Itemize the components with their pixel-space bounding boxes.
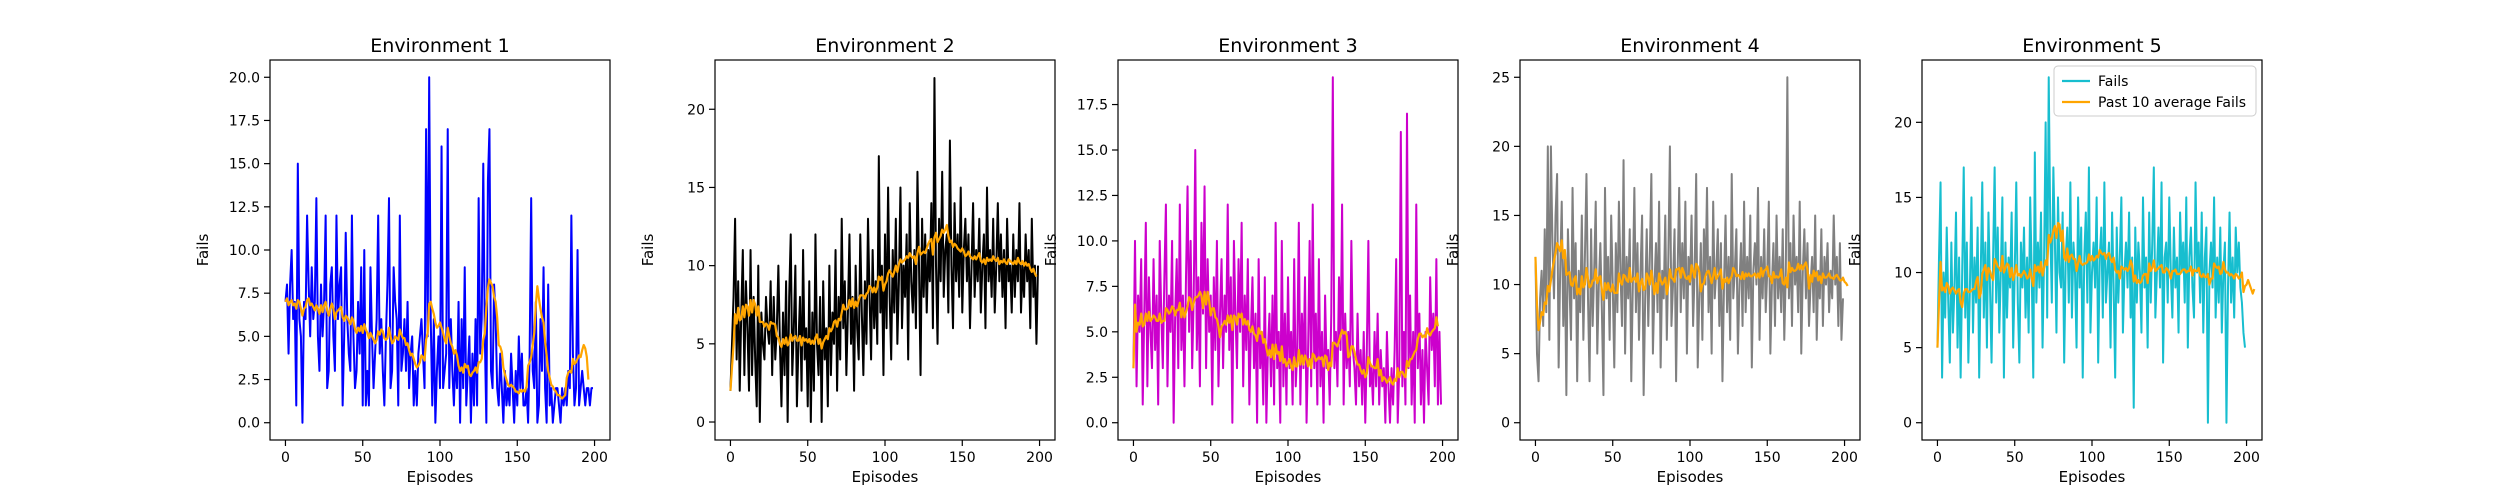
y-tick-label: 5 — [1501, 347, 1510, 363]
x-tick-label: 0 — [1129, 450, 1138, 466]
subplot-environment-1: 0 50 100 150 200 0.0 2.5 5.0 7.5 10.0 12.5 15.0 17.5… — [194, 35, 611, 486]
y-tick-label: 5.0 — [1086, 325, 1108, 341]
x-tick-label: 0 — [281, 450, 290, 466]
x-tick-label: 50 — [1604, 450, 1622, 466]
legend-box — [2053, 65, 2257, 117]
x-tick-label: 50 — [354, 450, 372, 466]
legend-entry-label: Past 10 average Fails — [2098, 95, 2246, 111]
y-axis-label: Fails — [1846, 234, 1864, 267]
y-tick-label: 5 — [696, 337, 705, 353]
x-axis-label: Episodes — [1657, 468, 1724, 486]
x-tick-label: 100 — [2079, 450, 2106, 466]
series-line-average-fails — [1534, 239, 1849, 332]
subplot-environment-2: 0 50 100 150 200 0 5 10 15 20 Environment 2 Episode… — [639, 35, 1056, 486]
series-line-fails — [1534, 76, 1844, 397]
y-tick-label: 20 — [1492, 139, 1510, 155]
x-tick-label: 150 — [1352, 450, 1379, 466]
x-tick-label: 200 — [1026, 450, 1053, 466]
y-tick-label: 15.0 — [229, 157, 260, 173]
y-tick-label: 20.0 — [229, 70, 260, 86]
y-tick-label: 10.0 — [229, 243, 260, 259]
y-axis-label: Fails — [1444, 234, 1462, 267]
y-tick-label: 15 — [1894, 190, 1912, 206]
y-tick-label: 10 — [687, 259, 705, 275]
x-tick-label: 200 — [1831, 450, 1858, 466]
y-tick-label: 0 — [696, 415, 705, 431]
y-tick-label: 20 — [1894, 115, 1912, 131]
series-line-fails — [1936, 76, 2246, 424]
subplot-title: Environment 3 — [1218, 35, 1357, 57]
y-tick-label: 10 — [1492, 278, 1510, 294]
x-tick-label: 0 — [726, 450, 735, 466]
subplot-title: Environment 5 — [2022, 35, 2161, 57]
x-tick-label: 200 — [581, 450, 608, 466]
y-axis-label: Fails — [194, 234, 212, 267]
y-tick-label: 17.5 — [229, 113, 260, 129]
x-tick-label: 100 — [1275, 450, 1302, 466]
series-line-fails — [284, 76, 593, 424]
subplot-title: Environment 1 — [370, 35, 509, 57]
y-tick-label: 17.5 — [1077, 98, 1108, 114]
y-tick-label: 0 — [1501, 416, 1510, 432]
x-tick-label: 50 — [2006, 450, 2024, 466]
y-tick-label: 12.5 — [1077, 188, 1108, 204]
x-tick-label: 150 — [504, 450, 531, 466]
y-tick-label: 0 — [1903, 416, 1912, 432]
subplot-environment-4: 0 50 100 150 200 0 5 10 15 20 25 Environment 4 Episo… — [1444, 35, 1861, 486]
y-tick-label: 10.0 — [1077, 234, 1108, 250]
legend: Fails Past 10 average Fails — [2053, 65, 2257, 117]
x-tick-label: 150 — [2156, 450, 2183, 466]
subplot-title: Environment 2 — [815, 35, 954, 57]
x-tick-label: 0 — [1933, 450, 1942, 466]
y-tick-label: 0.0 — [1086, 416, 1108, 432]
legend-entry-label: Fails — [2098, 74, 2128, 90]
y-tick-label: 15 — [1492, 208, 1510, 224]
y-tick-label: 12.5 — [229, 200, 260, 216]
y-tick-label: 0.0 — [238, 416, 260, 432]
y-axis-label: Fails — [639, 234, 657, 267]
x-tick-label: 100 — [872, 450, 899, 466]
x-tick-label: 150 — [949, 450, 976, 466]
y-tick-label: 7.5 — [1086, 279, 1108, 295]
series-line-fails — [1132, 76, 1442, 424]
x-tick-label: 50 — [1202, 450, 1220, 466]
x-tick-label: 200 — [2233, 450, 2260, 466]
y-axis-label: Fails — [1042, 234, 1060, 267]
x-tick-label: 100 — [1677, 450, 1704, 466]
series-line-average-fails — [729, 223, 1038, 391]
y-tick-label: 20 — [687, 102, 705, 118]
x-tick-label: 100 — [427, 450, 454, 466]
y-tick-label: 2.5 — [1086, 370, 1108, 386]
y-tick-label: 5.0 — [238, 329, 260, 345]
x-axis-label: Episodes — [2059, 468, 2126, 486]
series-line-average-fails — [1132, 290, 1439, 386]
subplot-grid: 0 50 100 150 2000.02.55.07.510.012.515.017.5… — [194, 35, 2263, 486]
subplot-environment-3: 0 50 100 150 200 0.0 2.5 5.0 7.5 10.0 12.5 15.0 17.5… — [1042, 35, 1459, 486]
x-axis-label: Episodes — [852, 468, 919, 486]
x-axis-label: Episodes — [407, 468, 474, 486]
series-line-average-fails — [1936, 221, 2256, 348]
x-axis-label: Episodes — [1255, 468, 1322, 486]
x-tick-label: 200 — [1429, 450, 1456, 466]
y-tick-label: 7.5 — [238, 286, 260, 302]
y-tick-label: 5 — [1903, 341, 1912, 357]
y-tick-label: 2.5 — [238, 373, 260, 389]
x-tick-label: 0 — [1531, 450, 1540, 466]
y-tick-label: 25 — [1492, 70, 1510, 86]
y-tick-label: 15 — [687, 180, 705, 196]
y-tick-label: 10 — [1894, 266, 1912, 282]
series-line-average-fails — [284, 278, 590, 400]
subplot-title: Environment 4 — [1620, 35, 1759, 57]
series-line-fails — [729, 76, 1039, 424]
subplot-environment-5: 0 50 100 150 200 0 5 10 15 20 Environment 5 Episode… — [1846, 35, 2263, 486]
x-tick-label: 50 — [799, 450, 817, 466]
y-tick-label: 15.0 — [1077, 143, 1108, 159]
x-tick-label: 150 — [1754, 450, 1781, 466]
